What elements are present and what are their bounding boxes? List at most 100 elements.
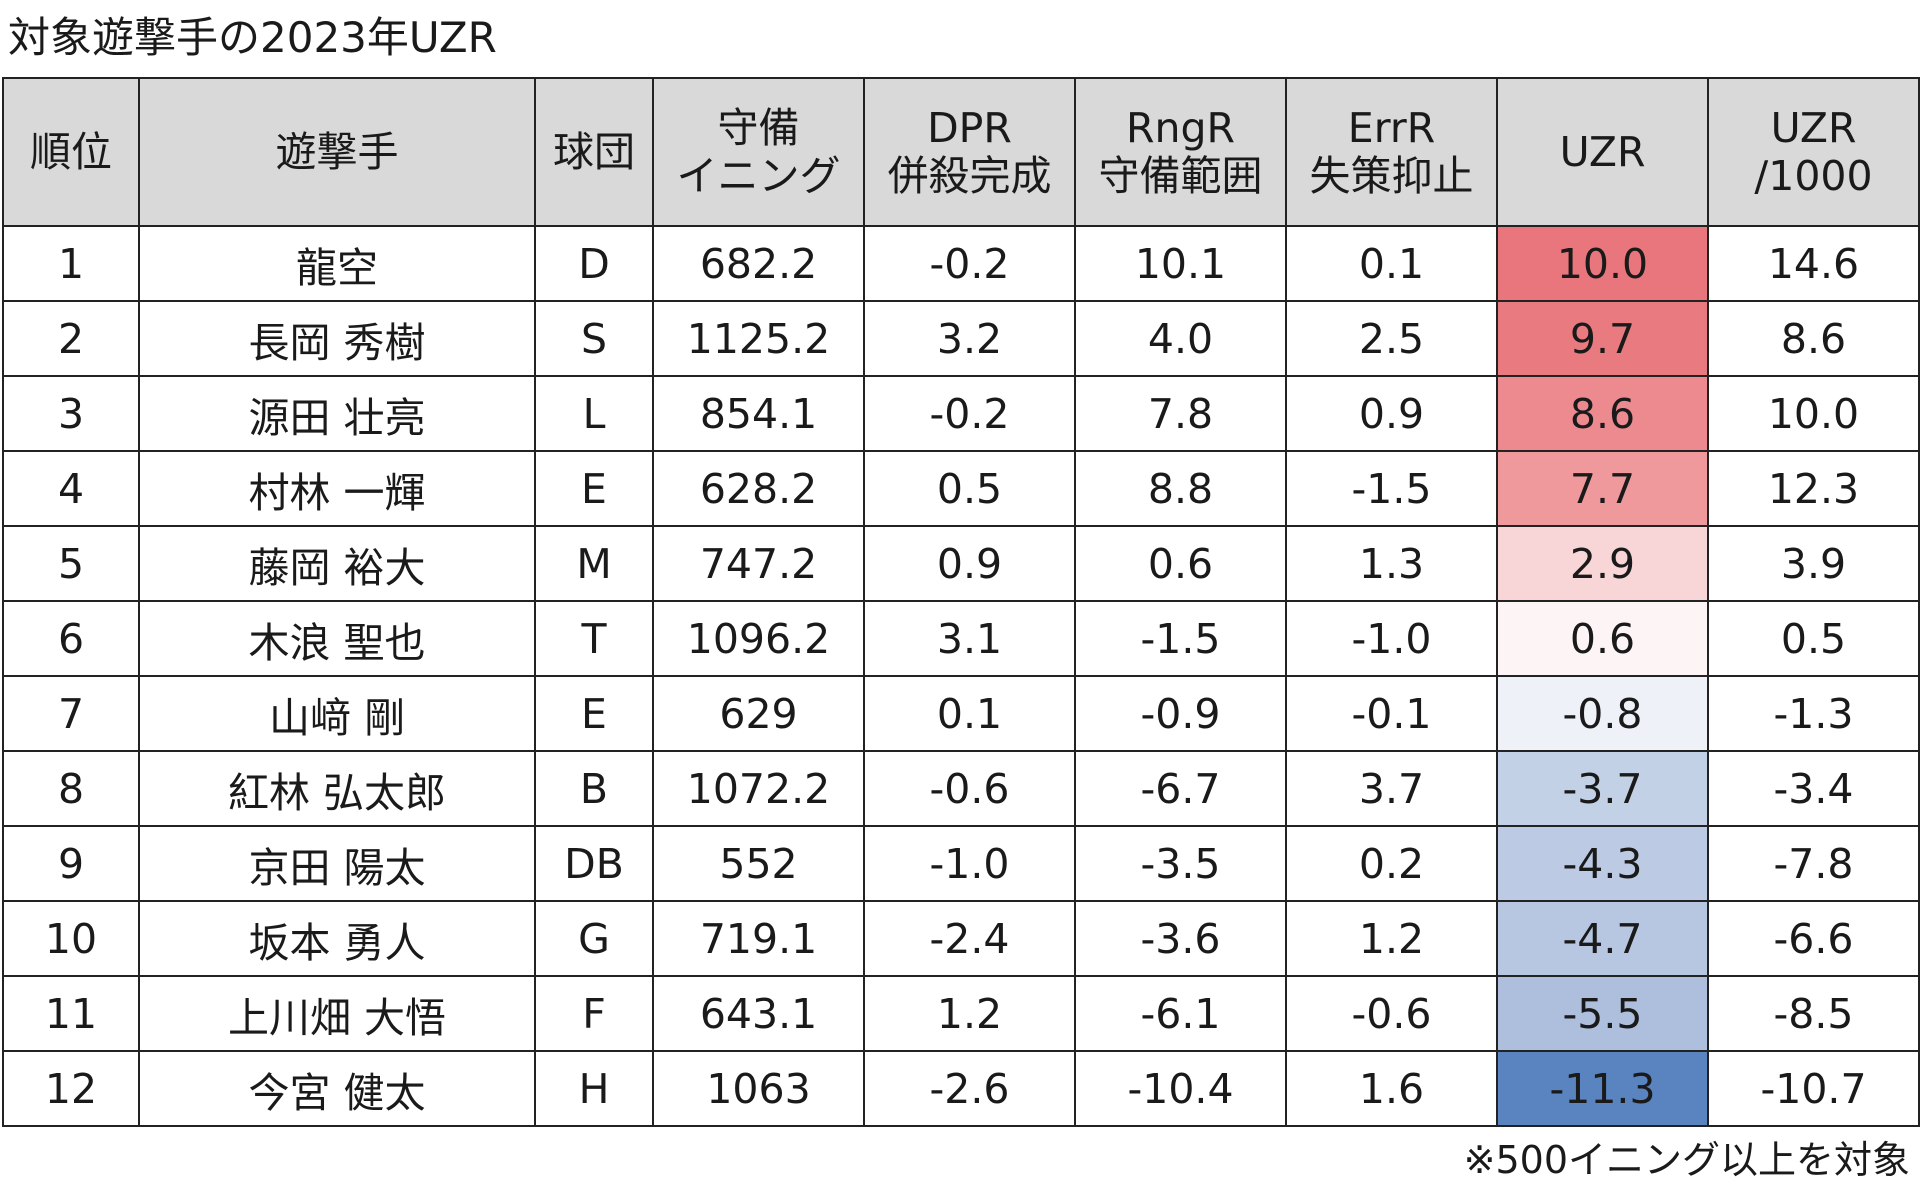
player-cell: 村林 一輝	[138, 450, 536, 527]
dpr-cell: 3.2	[863, 300, 1076, 377]
dpr-cell: 0.1	[863, 675, 1076, 752]
header-row: 順位 遊撃手 球団 守備 イニング DPR 併殺完成 RngR 守備範囲 Err…	[2, 77, 1920, 227]
uzr-cell: -0.8	[1496, 675, 1709, 752]
dpr-cell: -2.4	[863, 900, 1076, 977]
rngr-cell: -6.7	[1074, 750, 1287, 827]
header-rngr-line1: RngR	[1126, 104, 1235, 152]
header-dpr-line1: DPR	[927, 104, 1012, 152]
header-errr-line2: 失策抑止	[1309, 152, 1474, 200]
rngr-cell: -3.5	[1074, 825, 1287, 902]
rank-cell: 11	[2, 975, 140, 1052]
player-cell: 木浪 聖也	[138, 600, 536, 677]
table-row: 2 長岡 秀樹 S 1125.2 3.2 4.0 2.5 9.7 8.6	[2, 300, 1920, 377]
uzr-per-1000-cell: -10.7	[1707, 1050, 1920, 1127]
table-row: 12 今宮 健太 H 1063 -2.6 -10.4 1.6 -11.3 -10…	[2, 1050, 1920, 1127]
page-title: 対象遊撃手の2023年UZR	[8, 13, 497, 62]
team-cell: L	[534, 375, 654, 452]
footnote: ※500イニング以上を対象	[1463, 1138, 1910, 1182]
header-uzr-per-1000: UZR /1000	[1707, 77, 1920, 227]
uzr-per-1000-cell: -7.8	[1707, 825, 1920, 902]
rank-cell: 5	[2, 525, 140, 602]
rank-cell: 7	[2, 675, 140, 752]
team-cell: M	[534, 525, 654, 602]
team-cell: G	[534, 900, 654, 977]
team-cell: S	[534, 300, 654, 377]
team-cell: F	[534, 975, 654, 1052]
header-uzr-label: UZR	[1559, 128, 1646, 176]
team-cell: B	[534, 750, 654, 827]
rank-cell: 10	[2, 900, 140, 977]
header-uzr1000-line1: UZR	[1770, 104, 1857, 152]
table-row: 7 山﨑 剛 E 629 0.1 -0.9 -0.1 -0.8 -1.3	[2, 675, 1920, 752]
uzr-per-1000-cell: 10.0	[1707, 375, 1920, 452]
header-uzr1000-line2: /1000	[1754, 152, 1873, 200]
header-dpr: DPR 併殺完成	[863, 77, 1076, 227]
player-cell: 山﨑 剛	[138, 675, 536, 752]
header-errr-line1: ErrR	[1347, 104, 1436, 152]
uzr-per-1000-cell: -1.3	[1707, 675, 1920, 752]
header-team: 球団	[534, 77, 654, 227]
rngr-cell: -3.6	[1074, 900, 1287, 977]
dpr-cell: 0.5	[863, 450, 1076, 527]
team-cell: E	[534, 450, 654, 527]
uzr-per-1000-cell: -8.5	[1707, 975, 1920, 1052]
rngr-cell: 10.1	[1074, 225, 1287, 302]
uzr-cell: -11.3	[1496, 1050, 1709, 1127]
player-cell: 龍空	[138, 225, 536, 302]
table-row: 11 上川畑 大悟 F 643.1 1.2 -6.1 -0.6 -5.5 -8.…	[2, 975, 1920, 1052]
uzr-cell: -3.7	[1496, 750, 1709, 827]
errr-cell: -1.0	[1285, 600, 1498, 677]
innings-cell: 1125.2	[652, 300, 865, 377]
header-rank-label: 順位	[30, 128, 112, 176]
errr-cell: -0.6	[1285, 975, 1498, 1052]
uzr-cell: 9.7	[1496, 300, 1709, 377]
rngr-cell: 8.8	[1074, 450, 1287, 527]
player-cell: 上川畑 大悟	[138, 975, 536, 1052]
errr-cell: 1.2	[1285, 900, 1498, 977]
uzr-per-1000-cell: -6.6	[1707, 900, 1920, 977]
rank-cell: 8	[2, 750, 140, 827]
errr-cell: -1.5	[1285, 450, 1498, 527]
dpr-cell: 0.9	[863, 525, 1076, 602]
header-rngr-line2: 守備範囲	[1098, 152, 1263, 200]
uzr-cell: -4.7	[1496, 900, 1709, 977]
player-cell: 今宮 健太	[138, 1050, 536, 1127]
table-row: 9 京田 陽太 DB 552 -1.0 -3.5 0.2 -4.3 -7.8	[2, 825, 1920, 902]
header-rank: 順位	[2, 77, 140, 227]
dpr-cell: -0.6	[863, 750, 1076, 827]
errr-cell: 2.5	[1285, 300, 1498, 377]
table-row: 1 龍空 D 682.2 -0.2 10.1 0.1 10.0 14.6	[2, 225, 1920, 302]
innings-cell: 854.1	[652, 375, 865, 452]
team-cell: D	[534, 225, 654, 302]
innings-cell: 682.2	[652, 225, 865, 302]
innings-cell: 1072.2	[652, 750, 865, 827]
header-innings: 守備 イニング	[652, 77, 865, 227]
innings-cell: 1096.2	[652, 600, 865, 677]
team-cell: T	[534, 600, 654, 677]
header-player: 遊撃手	[138, 77, 536, 227]
uzr-cell: 8.6	[1496, 375, 1709, 452]
uzr-table: 順位 遊撃手 球団 守備 イニング DPR 併殺完成 RngR 守備範囲 Err…	[2, 77, 1920, 1127]
innings-cell: 747.2	[652, 525, 865, 602]
rank-cell: 6	[2, 600, 140, 677]
uzr-cell: -4.3	[1496, 825, 1709, 902]
table-row: 3 源田 壮亮 L 854.1 -0.2 7.8 0.9 8.6 10.0	[2, 375, 1920, 452]
dpr-cell: 3.1	[863, 600, 1076, 677]
dpr-cell: 1.2	[863, 975, 1076, 1052]
team-cell: H	[534, 1050, 654, 1127]
innings-cell: 629	[652, 675, 865, 752]
table-row: 10 坂本 勇人 G 719.1 -2.4 -3.6 1.2 -4.7 -6.6	[2, 900, 1920, 977]
player-cell: 坂本 勇人	[138, 900, 536, 977]
player-cell: 源田 壮亮	[138, 375, 536, 452]
table-header: 順位 遊撃手 球団 守備 イニング DPR 併殺完成 RngR 守備範囲 Err…	[2, 77, 1920, 227]
innings-cell: 643.1	[652, 975, 865, 1052]
player-cell: 京田 陽太	[138, 825, 536, 902]
errr-cell: -0.1	[1285, 675, 1498, 752]
team-cell: DB	[534, 825, 654, 902]
rngr-cell: -6.1	[1074, 975, 1287, 1052]
innings-cell: 628.2	[652, 450, 865, 527]
rank-cell: 12	[2, 1050, 140, 1127]
innings-cell: 1063	[652, 1050, 865, 1127]
header-uzr: UZR	[1496, 77, 1709, 227]
header-rngr: RngR 守備範囲	[1074, 77, 1287, 227]
